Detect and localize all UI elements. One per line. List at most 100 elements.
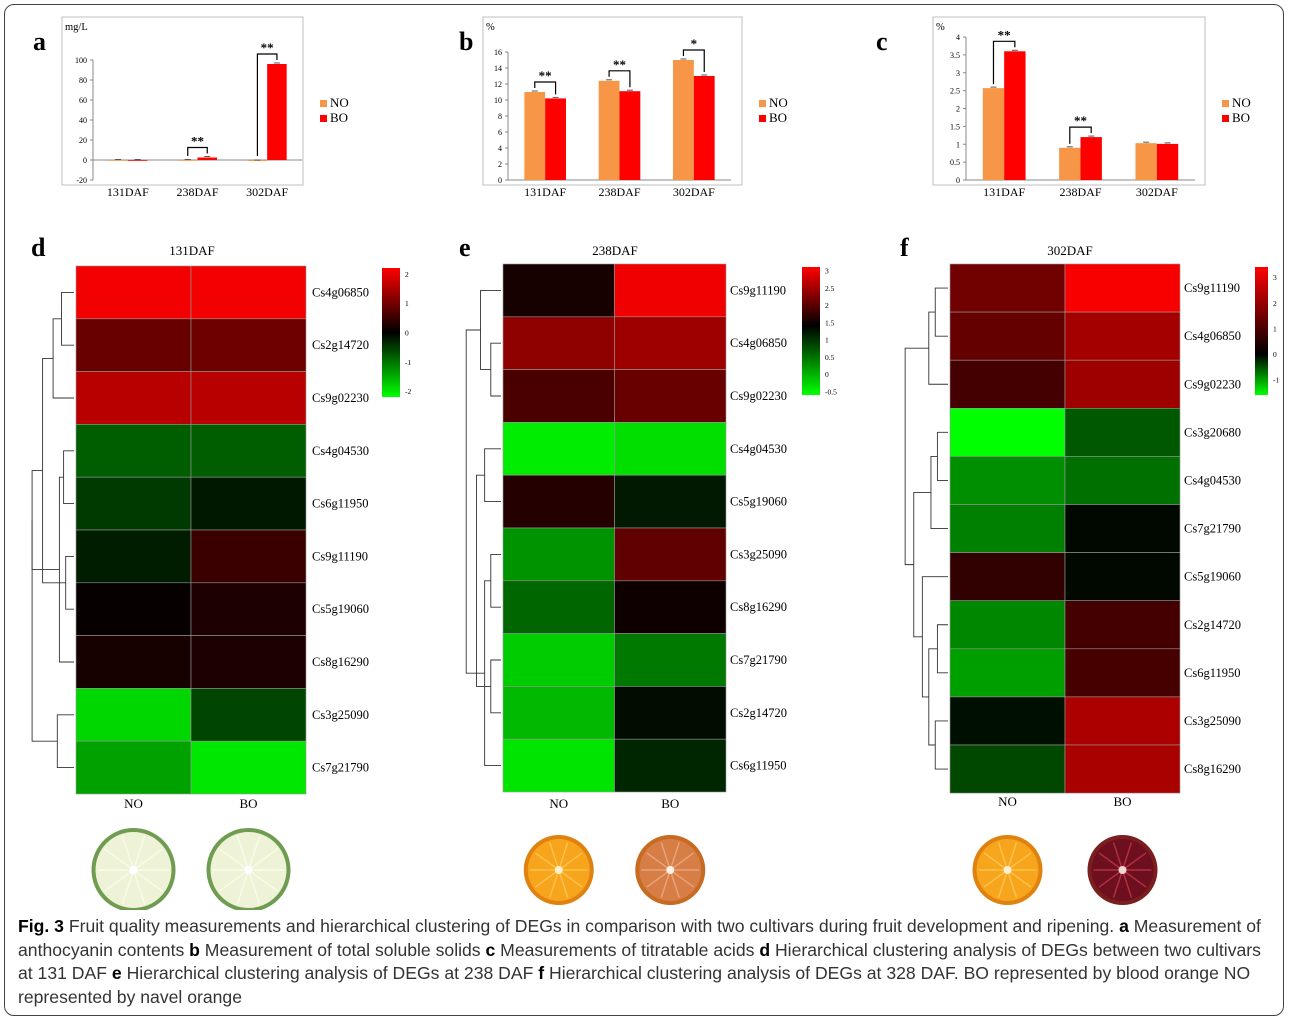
y-tick-label-b: 10 [494,96,502,105]
column-label-no: NO [124,796,143,811]
gene-label: Cs5g19060 [1184,570,1241,584]
significance-bracket [256,53,278,156]
gene-label: Cs9g02230 [730,389,787,403]
significance-mark: ** [613,57,626,72]
panel-letter-e: e [459,233,471,262]
column-label-bo: BO [239,796,257,811]
caption-fig-label: Fig. 3 [18,916,64,936]
caption-letter-e: e [111,963,122,983]
dendrogram-branch [58,476,74,663]
heatmap-cell-Cs9g02230-BO [1064,359,1181,409]
column-label-no: NO [549,796,568,811]
legend-label-no: NO [330,95,349,110]
gene-label: Cs4g06850 [1184,329,1241,343]
dendrogram-branch [928,648,938,746]
column-label-bo: BO [661,796,679,811]
heatmap-cell-Cs5g19060-BO [190,582,307,636]
dendrogram-branch [928,311,948,385]
heatmap-cell-Cs6g11950-NO [502,738,615,793]
y-tick-label-a: 100 [75,56,87,65]
heatmap-cell-Cs7g21790-NO [502,633,615,687]
heatmap-title-f: 302DAF [1047,243,1093,258]
dendrogram-branch [65,555,74,610]
dendrogram-branch [476,474,491,687]
dendrogram-branch [56,714,74,769]
color-scale-tick: -1 [405,358,411,367]
gene-label: Cs7g21790 [730,653,787,667]
heatmap-cell-Cs4g06850-NO [75,265,192,320]
dendrogram-branch [52,318,74,399]
color-scale-tick: 1 [1273,324,1277,333]
heatmap-cell-Cs9g11190-BO [190,529,307,584]
color-scale-tick: 1 [825,336,829,345]
gene-label: Cs7g21790 [1184,522,1241,536]
heatmap-cell-Cs3g25090-NO [502,527,615,582]
y-tick-label-c: 1 [956,140,960,149]
caption-text-a: Measurement of anthocyanin contents [18,916,1261,960]
legend-label-bo: BO [769,110,787,125]
heatmap-cell-Cs7g21790-BO [1064,504,1181,553]
fruit-image-bo [635,835,706,905]
significance-mark: ** [998,27,1011,42]
heatmap-cell-Cs4g04530-BO [190,424,307,478]
heatmap-cell-Cs9g11190-NO [75,529,192,584]
dendrogram-branch [465,329,485,674]
heatmap-cell-Cs3g25090-NO [75,688,192,742]
bar-no-238DAF [1059,147,1081,180]
caption-letter-d: d [759,939,771,960]
gene-label: Cs5g19060 [312,602,369,616]
y-tick-label-b: 8 [498,112,502,121]
y-tick-label-b: 16 [494,48,502,57]
color-scale-tick: 3 [1273,273,1277,282]
dendrogram-branch [490,659,501,714]
color-scale-tick: 2 [1273,299,1277,308]
heatmap-cell-Cs9g11190-BO [1064,263,1181,313]
bar-bo-238DAF [1080,137,1102,180]
panel-letter-d: d [31,233,46,262]
gene-label: Cs3g25090 [730,547,787,561]
gene-label: Cs3g25090 [1184,714,1241,728]
significance-mark: ** [1074,113,1087,128]
gene-label: Cs9g11190 [312,549,368,563]
legend-swatch-no [1222,100,1229,107]
heatmap-cell-Cs3g25090-BO [1064,696,1181,746]
heatmap-cell-Cs3g20680-NO [949,407,1066,457]
x-tick-label-a: 131DAF [107,185,149,199]
caption-text-c: Measurements of titratable acids [495,939,760,960]
gene-label: Cs9g11190 [1184,281,1240,295]
heatmap-cell-Cs2g14720-NO [75,318,192,372]
significance-mark: ** [191,134,204,149]
gene-label: Cs3g20680 [1184,425,1241,439]
color-scale-f [1255,267,1268,395]
legend-swatch-no [759,100,766,107]
x-tick-label-c: 131DAF [983,185,1025,199]
gene-label: Cs6g11950 [730,759,787,773]
y-tick-label-c: 4 [956,33,960,42]
panel-letter-c: c [876,27,888,56]
color-scale-d [382,268,400,397]
color-scale-tick: 2 [405,270,409,279]
gene-label: Cs2g14720 [730,706,787,720]
fruit-image-bo [1087,835,1158,905]
bar-bo-302DAF [1156,143,1179,180]
heatmap-cell-Cs7g21790-NO [75,740,192,795]
bar-no-131DAF [108,160,128,161]
y-tick-label-a: 60 [79,96,87,105]
heatmap-cell-Cs5g19060-NO [75,582,192,636]
y-tick-label-b: 6 [498,128,502,137]
gene-label: Cs4g04530 [730,442,787,456]
gene-label: Cs9g02230 [312,391,369,405]
y-tick-label-b: 4 [498,144,502,153]
y-unit-label-c: % [936,22,945,33]
dendrogram-branch [484,448,501,503]
color-scale-tick: 1 [405,299,409,308]
heatmap-cell-Cs5g19060-BO [1064,552,1181,601]
heatmap-cell-Cs2g14720-BO [1064,600,1181,650]
significance-bracket [992,40,1016,85]
fruit-image-no [523,835,594,905]
significance-bracket [187,146,208,156]
y-tick-label-b: 2 [498,160,502,169]
dendrogram-branch [921,576,948,698]
